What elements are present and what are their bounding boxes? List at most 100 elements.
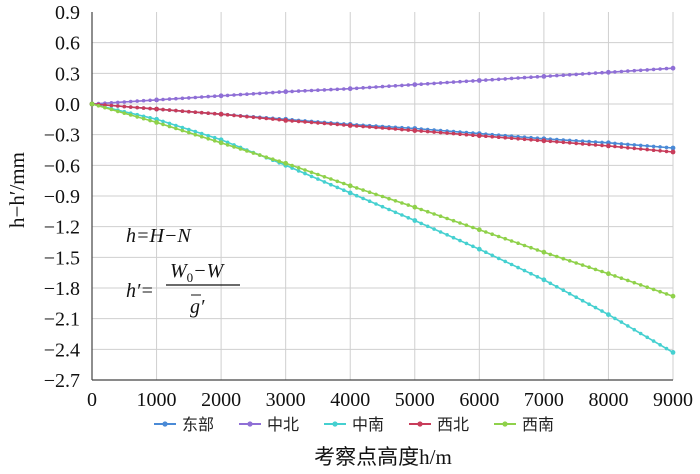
data-point-marker <box>548 74 553 78</box>
data-point-marker <box>522 268 527 273</box>
data-point-marker <box>419 129 424 133</box>
data-point-marker <box>645 147 649 152</box>
data-point-marker <box>116 100 120 105</box>
data-point-marker <box>567 259 572 263</box>
y-tick-label: 0.3 <box>55 63 80 85</box>
data-point-marker <box>367 199 372 203</box>
data-point-marker <box>432 212 436 216</box>
data-point-marker <box>161 122 165 127</box>
data-point-marker <box>503 135 508 140</box>
data-point-marker <box>128 105 133 109</box>
data-point-marker <box>593 71 598 75</box>
data-point-marker <box>432 130 436 134</box>
legend-label: 中北 <box>267 415 299 434</box>
data-point-marker <box>464 241 469 246</box>
data-point-marker <box>161 107 165 112</box>
data-point-marker <box>516 137 520 141</box>
data-point-marker <box>561 288 566 293</box>
data-point <box>670 65 676 71</box>
data-point-marker <box>638 68 643 73</box>
data-point-marker <box>529 75 533 79</box>
data-point-marker <box>393 84 398 88</box>
data-point <box>476 246 482 252</box>
y-tick-labels: 0.9 0.6 0.3 0.0 −0.3 −0.6 −0.9 −1.2 −1.5 −1.8 −2.1… <box>44 2 80 392</box>
data-point-marker <box>135 115 139 119</box>
data-point-marker <box>548 139 553 144</box>
data-point-marker <box>329 177 333 181</box>
y-tick-label: −2.4 <box>44 339 80 361</box>
data-point-marker <box>651 144 656 149</box>
data-point <box>218 140 224 146</box>
legend-label: 西北 <box>437 415 469 434</box>
data-point-marker <box>245 149 249 153</box>
data-point-marker <box>309 174 314 179</box>
data-point-marker <box>335 179 340 184</box>
data-point-marker <box>212 111 217 116</box>
data-point-marker <box>187 96 191 100</box>
data-point-marker <box>464 132 469 137</box>
data-point-marker <box>290 89 294 94</box>
data-point-marker <box>561 140 566 145</box>
data-point-marker <box>451 131 456 136</box>
data-point <box>412 82 418 87</box>
data-point-marker <box>380 194 385 199</box>
data-point-marker <box>464 79 469 84</box>
legend-label: 东部 <box>182 415 214 434</box>
data-point-marker <box>329 182 333 187</box>
data-point <box>412 218 418 223</box>
data-point-marker <box>574 141 578 146</box>
formula-h: h=H−N <box>126 225 192 247</box>
data-point-marker <box>206 94 210 99</box>
data-point-marker <box>225 143 230 147</box>
data-point-marker <box>277 117 282 122</box>
data-point-marker <box>651 287 656 292</box>
data-point-marker <box>580 72 585 76</box>
data-point <box>154 106 160 112</box>
data-point-marker <box>451 80 456 84</box>
x-tick-label: 6000 <box>459 389 499 411</box>
y-tick-label: −0.6 <box>44 155 80 177</box>
data-point-marker <box>251 92 256 96</box>
data-point-marker <box>484 134 488 138</box>
data-point-marker <box>496 234 501 239</box>
data-point-marker <box>400 83 404 88</box>
data-point <box>218 111 224 117</box>
data-point-marker <box>438 214 443 218</box>
data-point-marker <box>212 135 217 140</box>
legend-label: 西南 <box>522 415 554 434</box>
data-point-marker <box>496 77 501 82</box>
y-tick-label: −2.7 <box>44 370 80 392</box>
data-point <box>476 227 482 233</box>
data-point-marker <box>509 136 514 140</box>
data-point-marker <box>451 235 456 240</box>
data-point-marker <box>567 73 572 77</box>
data-point-marker <box>264 155 269 159</box>
data-point-marker <box>529 245 533 250</box>
data-point-marker <box>548 281 553 286</box>
data-point-marker <box>490 232 495 236</box>
data-point-marker <box>638 143 643 148</box>
series-markers-西北 <box>90 102 675 154</box>
data-point-marker <box>180 125 185 130</box>
data-point-marker <box>626 146 630 150</box>
data-point-marker <box>367 190 372 194</box>
data-point-marker <box>458 238 462 243</box>
data-point-marker <box>387 84 391 88</box>
data-point-marker <box>587 302 591 307</box>
data-point-marker <box>587 139 591 144</box>
data-point-marker <box>406 203 411 207</box>
data-point-marker <box>574 295 578 300</box>
data-point-marker <box>374 85 378 89</box>
data-point-marker <box>574 72 578 77</box>
data-point-marker <box>632 327 637 332</box>
legend-swatch-marker <box>332 421 338 427</box>
data-point-marker <box>509 239 514 243</box>
data-point-marker <box>393 127 398 131</box>
data-point-marker <box>212 94 217 98</box>
data-point-marker <box>464 223 469 227</box>
data-point-marker <box>438 230 443 234</box>
data-point <box>412 204 418 210</box>
data-point-marker <box>161 97 165 102</box>
data-point-marker <box>167 121 172 126</box>
data-point-marker <box>529 271 533 276</box>
